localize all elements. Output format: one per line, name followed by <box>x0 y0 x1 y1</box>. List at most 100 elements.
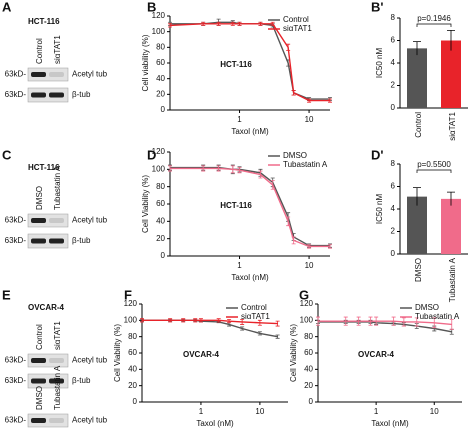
error-bar <box>198 318 203 323</box>
y-tick-label: 8 <box>391 159 396 168</box>
annotation: OVCAR-4 <box>358 350 395 359</box>
error-bar <box>168 165 172 172</box>
y-tick-label: 2 <box>391 81 396 90</box>
marker: 63kD- <box>5 236 27 245</box>
band <box>31 358 46 363</box>
band <box>49 238 64 244</box>
x-tick-label: 1 <box>374 407 379 416</box>
bar <box>407 196 427 254</box>
error-bar <box>447 29 455 51</box>
y-axis-label: Cell Viability (%) <box>289 324 298 382</box>
panel-label: E <box>2 287 11 302</box>
error-bar <box>275 320 280 327</box>
y-tick-label: 40 <box>156 216 165 225</box>
error-bar <box>413 41 421 56</box>
error-bar <box>257 331 262 336</box>
band <box>49 218 64 223</box>
y-tick-label: 40 <box>156 74 165 83</box>
lane-label: DMSO <box>35 386 44 410</box>
error-bar <box>275 334 280 339</box>
p-value: p=0.5500 <box>417 160 451 169</box>
lane-label: DMSO <box>35 186 44 210</box>
cell-line: HCT-116 <box>28 17 60 26</box>
marker: 63kD- <box>5 416 27 425</box>
band <box>31 92 46 98</box>
x-tick-label: 10 <box>305 261 314 270</box>
error-bar <box>181 318 186 323</box>
y-tick-label: 120 <box>152 11 166 20</box>
y-tick-label: 4 <box>391 58 396 67</box>
x-tick-label: 10 <box>305 115 314 124</box>
y-tick-label: 6 <box>391 36 396 45</box>
error-bar <box>413 187 421 206</box>
line <box>318 320 452 326</box>
bracket <box>416 23 452 27</box>
error-bar <box>237 21 242 26</box>
x-axis-label: Taxol (nM) <box>371 419 409 428</box>
bracket <box>416 169 452 173</box>
error-bar <box>449 319 454 330</box>
legend-label: Control <box>241 303 267 312</box>
marker: 63kD- <box>5 376 27 385</box>
y-tick-label: 80 <box>128 332 137 341</box>
cell-line: HCT-116 <box>28 163 60 172</box>
y-axis-label: Cell Viability (%) <box>113 324 122 382</box>
x-tick-label: Control <box>414 112 423 138</box>
blot <box>27 213 69 228</box>
y-tick-label: 4 <box>391 204 396 213</box>
bar <box>441 40 461 108</box>
y-tick-label: 80 <box>156 42 165 51</box>
error-bar <box>258 170 263 179</box>
error-bar <box>216 165 221 172</box>
blot <box>27 353 69 368</box>
lane-label: siαTAT1 <box>53 321 62 350</box>
band <box>49 72 64 77</box>
legend-label: siαTAT1 <box>283 24 312 33</box>
x-axis-label: Taxol (nM) <box>196 419 234 428</box>
error-bar <box>201 21 206 26</box>
band <box>31 238 46 244</box>
y-tick-label: 120 <box>124 299 138 308</box>
y-tick-label: 120 <box>300 299 314 308</box>
line <box>142 319 278 325</box>
panel-label: A <box>2 0 12 14</box>
error-bar <box>270 21 275 26</box>
error-bar <box>240 319 245 325</box>
y-axis-label: IC50 nM <box>375 194 384 225</box>
legend-label: DMSO <box>415 303 439 312</box>
y-tick-label: 60 <box>156 199 165 208</box>
y-axis-label: Cell viability (%) <box>141 34 150 91</box>
legend-label: Tubastatin A <box>283 160 328 169</box>
error-bar <box>257 319 262 326</box>
band-label: β-tub <box>72 236 91 245</box>
panel-label: C <box>2 147 12 162</box>
band <box>31 72 46 77</box>
error-bar <box>447 191 455 206</box>
x-tick-label: siαTAT1 <box>448 111 457 140</box>
y-tick-label: 0 <box>309 397 314 406</box>
blot <box>27 373 69 389</box>
error-bar <box>216 318 221 323</box>
error-bar <box>328 244 332 249</box>
x-tick-label: 10 <box>255 407 264 416</box>
error-bar <box>193 318 198 323</box>
y-tick-label: 100 <box>152 164 166 173</box>
error-bar <box>286 43 291 51</box>
legend-label: Tubastatin A <box>415 312 460 321</box>
error-bar <box>356 316 361 326</box>
y-tick-label: 20 <box>156 89 165 98</box>
x-axis-label: Taxol (nM) <box>231 127 269 136</box>
band-label: Acetyl tub <box>72 356 108 365</box>
panel-label: D <box>147 147 156 162</box>
panel-label: B <box>147 0 156 14</box>
x-tick-label: 1 <box>237 115 242 124</box>
error-bar <box>368 316 373 326</box>
y-tick-label: 0 <box>161 105 166 114</box>
band <box>49 378 64 384</box>
lane-label: Tubastatin A <box>53 365 62 410</box>
error-bar <box>374 316 379 326</box>
y-tick-label: 8 <box>391 13 396 22</box>
x-tick-label: 1 <box>199 407 204 416</box>
lane-label: Control <box>35 38 44 64</box>
